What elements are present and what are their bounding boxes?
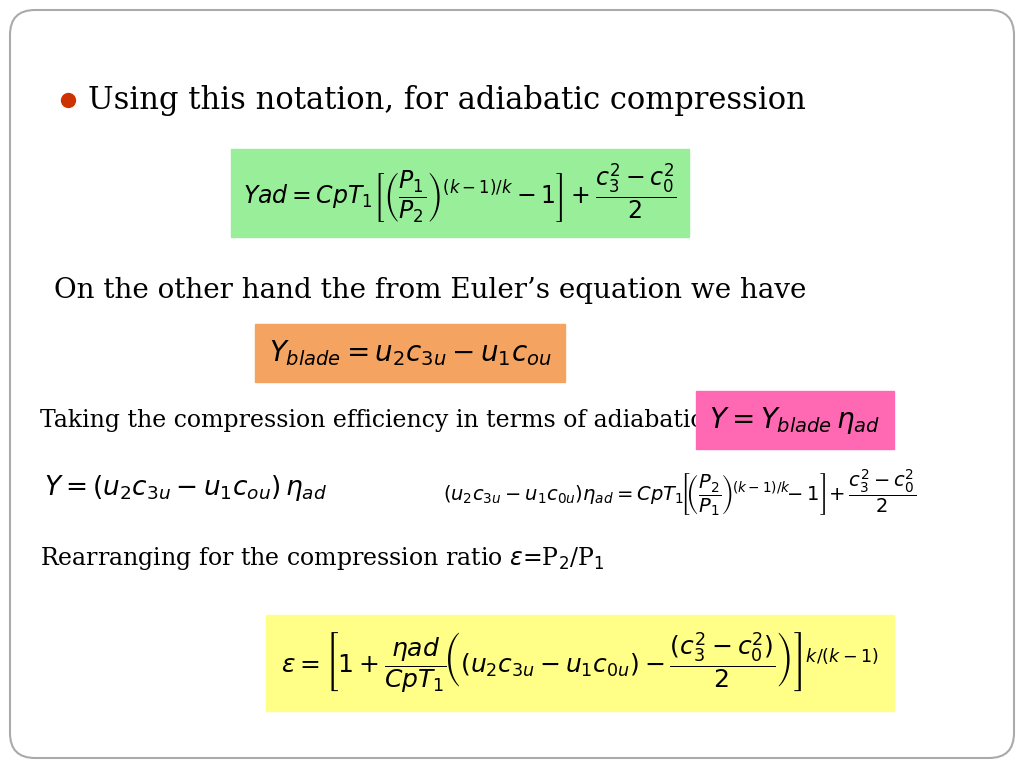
- Text: $Y_{blade} = u_2 c_{3u} - u_1 c_{ou}$: $Y_{blade} = u_2 c_{3u} - u_1 c_{ou}$: [268, 338, 551, 368]
- Text: $Y = (u_2 c_{3u} - u_1 c_{ou})\,\eta_{ad}$: $Y = (u_2 c_{3u} - u_1 c_{ou})\,\eta_{ad…: [44, 473, 327, 503]
- Text: $Y = Y_{blade}\,\eta_{ad}$: $Y = Y_{blade}\,\eta_{ad}$: [710, 405, 881, 435]
- Text: $(u_2 c_{3u} - u_1 c_{0u})\eta_{ad} = CpT_1\!\left[\!\left(\dfrac{P_2}{P_1}\righ: $(u_2 c_{3u} - u_1 c_{0u})\eta_{ad} = Cp…: [443, 468, 916, 518]
- Text: On the other hand the from Euler’s equation we have: On the other hand the from Euler’s equat…: [54, 276, 806, 303]
- Text: Taking the compression efficiency in terms of adiabatic efficiency: Taking the compression efficiency in ter…: [40, 409, 826, 432]
- Text: Using this notation, for adiabatic compression: Using this notation, for adiabatic compr…: [88, 84, 806, 115]
- Text: $\varepsilon = \left[1 + \dfrac{\eta ad}{CpT_1}\!\left((u_2 c_{3u} - u_1 c_{0u}): $\varepsilon = \left[1 + \dfrac{\eta ad}…: [282, 631, 879, 696]
- FancyBboxPatch shape: [10, 10, 1014, 758]
- Text: Rearranging for the compression ratio $\varepsilon$=P$_2$/P$_1$: Rearranging for the compression ratio $\…: [40, 545, 604, 571]
- Text: $Yad = CpT_1\left[\left(\dfrac{P_1}{P_2}\right)^{(k-1)/k} - 1\right] + \dfrac{c_: $Yad = CpT_1\left[\left(\dfrac{P_1}{P_2}…: [243, 161, 677, 225]
